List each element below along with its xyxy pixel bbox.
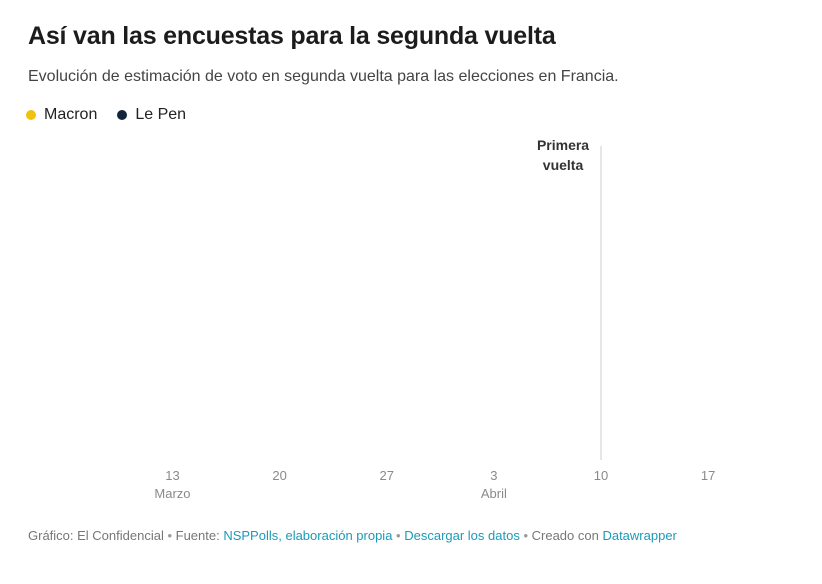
annotation-layer: Primera vuelta bbox=[537, 140, 602, 460]
x-tick-sublabel: Marzo bbox=[154, 486, 190, 501]
chart-subtitle: Evolución de estimación de voto en segun… bbox=[28, 68, 619, 85]
primera-vuelta-label: vuelta bbox=[543, 157, 584, 173]
footer: Gráfico: El Confidencial • Fuente: NSPPo… bbox=[28, 528, 677, 543]
footer-separator: • bbox=[519, 528, 532, 543]
footer-grafico: Gráfico: El Confidencial bbox=[28, 528, 164, 543]
x-tick-label: 27 bbox=[380, 468, 394, 483]
legend-swatch-macron bbox=[26, 110, 36, 120]
x-tick-label: 3 bbox=[490, 468, 497, 483]
chart-title: Así van las encuestas para la segunda vu… bbox=[28, 22, 556, 50]
footer-separator: • bbox=[163, 528, 176, 543]
download-data-link[interactable]: Descargar los datos bbox=[404, 528, 520, 543]
x-tick-label: 10 bbox=[594, 468, 608, 483]
legend: Macron Le Pen bbox=[26, 106, 206, 124]
datawrapper-link[interactable]: Datawrapper bbox=[602, 528, 677, 543]
legend-item-macron: Macron bbox=[26, 106, 97, 124]
x-tick-label: 13 bbox=[165, 468, 179, 483]
x-tick-label: 17 bbox=[701, 468, 715, 483]
legend-item-lepen: Le Pen bbox=[117, 106, 186, 124]
footer-fuente-label: Fuente: bbox=[175, 528, 224, 543]
footer-separator: • bbox=[392, 528, 405, 543]
axis-label-layer: 40,045,050,055,060,0%13Marzo20273Abril10… bbox=[154, 468, 715, 501]
primera-vuelta-label: Primera bbox=[537, 140, 589, 153]
legend-label-lepen: Le Pen bbox=[135, 106, 187, 123]
legend-swatch-lepen bbox=[117, 110, 128, 120]
legend-label-macron: Macron bbox=[44, 106, 98, 123]
x-tick-label: 20 bbox=[272, 468, 286, 483]
footer-creado-label: Creado con bbox=[531, 528, 603, 543]
x-tick-sublabel: Abril bbox=[481, 486, 507, 501]
footer-source-link[interactable]: NSPPolls, elaboración propia bbox=[223, 528, 393, 543]
